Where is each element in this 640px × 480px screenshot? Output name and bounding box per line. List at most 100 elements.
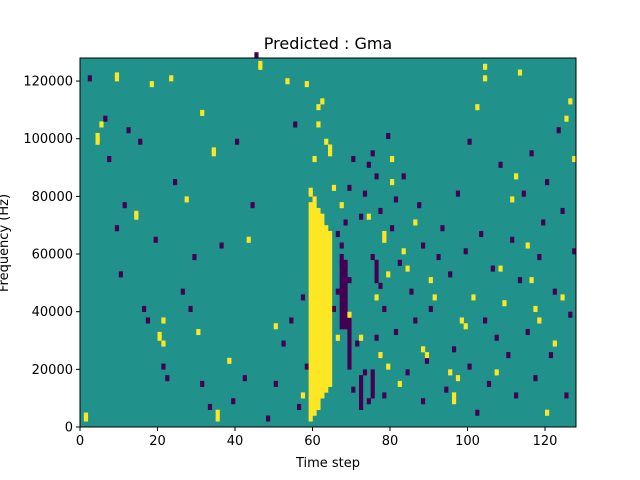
heatmap-cell-high (463, 323, 468, 330)
x-tick-label: 40 (227, 434, 244, 449)
heatmap-cell-low (486, 380, 492, 387)
heatmap-cell-low (525, 328, 530, 336)
heatmap-cell-high (308, 187, 313, 194)
heatmap-cell-high (300, 392, 306, 399)
y-axis: 0 20000 40000 60000 80000 100000 120000 (23, 75, 80, 436)
heatmap-cell-low (362, 369, 368, 376)
heatmap-band-high (320, 213, 325, 399)
heatmap-band-high (328, 230, 333, 387)
heatmap-cell-low (281, 340, 286, 347)
heatmap-cell-low (374, 173, 379, 180)
y-tick-label: 60000 (32, 248, 73, 263)
heatmap-cell-low (467, 138, 472, 145)
heatmap-cell-low (180, 288, 185, 295)
heatmap-cell-low (436, 254, 441, 261)
heatmap-cell-high (397, 380, 402, 387)
heatmap-cell-low (568, 311, 573, 318)
heatmap-cell-high (227, 357, 232, 364)
heatmap-cell-high (483, 63, 488, 70)
heatmap-cell-low (382, 305, 387, 312)
heatmap-cell-low (421, 398, 426, 405)
heatmap-cell-high (95, 132, 100, 140)
x-tick-label: 100 (455, 434, 480, 449)
heatmap-cell-low (494, 334, 499, 341)
heatmap-cell-low (483, 317, 488, 324)
y-tick-label: 0 (65, 421, 73, 436)
heatmap-cell-low (266, 415, 271, 422)
heatmap-cell-low (138, 138, 143, 145)
heatmap-cell-low (463, 248, 468, 255)
heatmap-cell-low (161, 363, 166, 370)
heatmap-cell-low (409, 288, 414, 295)
y-axis-label: Frequency (Hz) (0, 194, 12, 292)
heatmap-cell-high (316, 121, 321, 128)
heatmap-cell-high (331, 184, 337, 191)
heatmap-cell-low (165, 375, 170, 382)
heatmap-cell-low (207, 403, 213, 411)
heatmap-cell-low (351, 386, 356, 393)
heatmap-cell-low (370, 150, 375, 157)
heatmap-cell-low (529, 150, 534, 157)
heatmap-cell-low (107, 156, 112, 163)
heatmap-cell-low (378, 207, 383, 214)
x-tick-label: 80 (382, 434, 399, 449)
heatmap-cell-low (510, 236, 515, 243)
heatmap-cell-low (122, 202, 127, 209)
heatmap-cell-low (374, 334, 379, 341)
heatmap-cell-high (335, 334, 340, 341)
heatmap-band-low (347, 311, 352, 370)
heatmap-cell-high (200, 109, 205, 116)
x-tick-label: 120 (533, 434, 558, 449)
heatmap-cell-high (421, 346, 426, 353)
heatmap-cell-low (506, 352, 511, 359)
heatmap-cell-high (537, 317, 542, 324)
heatmap-cell-high (328, 144, 333, 151)
heatmap-cell-low (188, 305, 193, 312)
heatmap-cell-high (552, 340, 557, 347)
heatmap-cell-low (335, 288, 340, 295)
heatmap-cell-high (378, 352, 383, 359)
heatmap-cell-high (390, 179, 395, 186)
heatmap-cell-high (285, 78, 290, 85)
heatmap-cell-low (362, 190, 368, 197)
heatmap-cell-low (126, 127, 131, 134)
heatmap-cell-low (401, 173, 406, 180)
heatmap-cell-high (366, 213, 371, 220)
heatmap-band-high (316, 207, 321, 411)
heatmap-cell-high (502, 300, 507, 307)
heatmap-cell-high (471, 294, 476, 301)
heatmap-cell-low (390, 225, 395, 232)
heatmap-band-low (374, 259, 379, 284)
heatmap-cell-high (382, 236, 387, 243)
heatmap-cell-high (161, 340, 166, 347)
heatmap-cell-low (370, 254, 375, 261)
heatmap-cell-low (231, 398, 236, 405)
heatmap-cell-high (483, 75, 488, 82)
heatmap-cell-high (316, 104, 321, 111)
heatmap-cell-low (421, 242, 426, 249)
heatmap-cell-low (339, 242, 344, 249)
heatmap-cell-high (452, 398, 457, 405)
heatmap-cell-low (343, 323, 348, 330)
heatmap-cell-high (572, 156, 577, 163)
heatmap-cell-high (529, 277, 534, 284)
heatmap-cell-high (405, 265, 410, 272)
heatmap-cell-low (475, 409, 480, 416)
heatmap-cell-low (359, 213, 364, 220)
heatmap-cell-high (374, 294, 379, 301)
heatmap-cell-high (386, 271, 391, 278)
heatmap-cell-low (467, 363, 472, 370)
plot-frame (79, 57, 577, 428)
heatmap-cell-high (320, 98, 325, 105)
heatmap-cell-low (386, 132, 391, 140)
heatmap-cell-high (273, 323, 278, 330)
heatmap-cell-low (448, 271, 453, 278)
heatmap-cell-high (533, 305, 538, 312)
heatmap-cell-low (351, 156, 356, 163)
heatmap-cell-low (378, 282, 383, 289)
heatmap-cell-high (324, 138, 329, 145)
heatmap-cell-high (157, 331, 162, 338)
heatmap-cell-high (196, 328, 201, 336)
heatmap-cell-low (424, 357, 430, 364)
heatmap-cell-high (169, 75, 174, 82)
